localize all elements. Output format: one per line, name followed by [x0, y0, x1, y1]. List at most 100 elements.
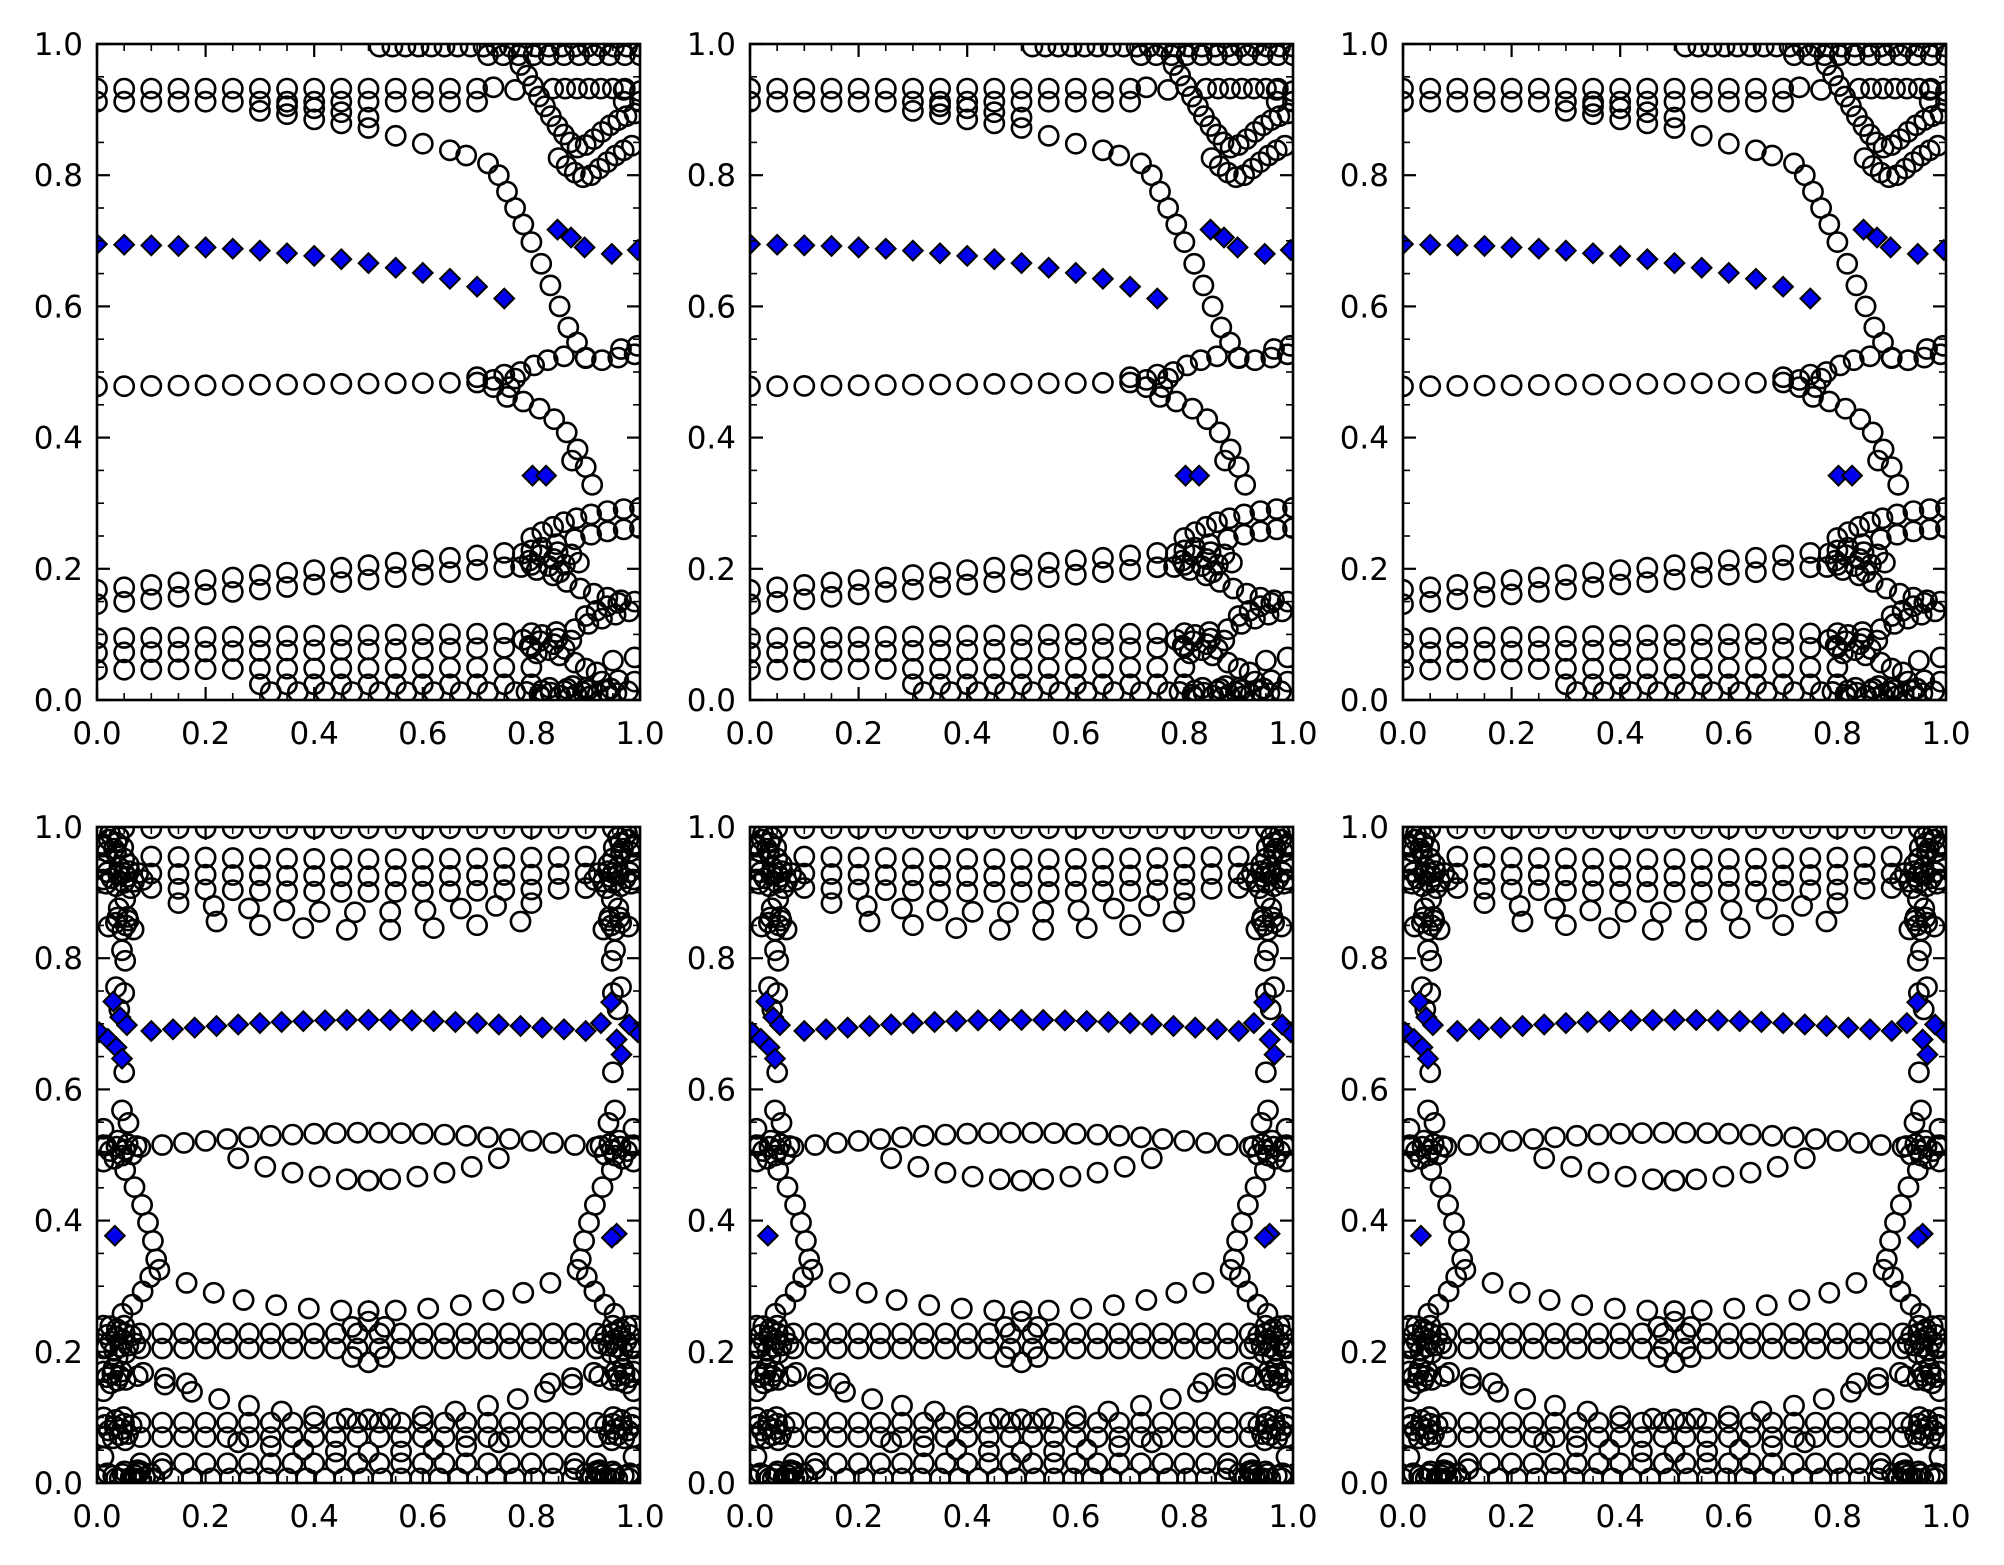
- circle-marker: [194, 1337, 217, 1360]
- circle-marker: [1826, 1322, 1849, 1345]
- circle-marker: [588, 1365, 611, 1388]
- circle-marker: [151, 1426, 174, 1449]
- x-tick-label: 1.0: [1921, 716, 1970, 752]
- circle-marker: [1060, 43, 1083, 58]
- circle-marker: [1448, 1229, 1470, 1252]
- circle-marker: [912, 681, 935, 701]
- circle-marker: [1929, 670, 1947, 693]
- circle-marker: [1086, 1411, 1109, 1434]
- circle-marker: [1244, 670, 1266, 693]
- diamond-marker: [1162, 1014, 1185, 1038]
- circle-marker: [368, 1452, 391, 1475]
- circle-marker: [1582, 373, 1605, 396]
- circle-marker: [1929, 343, 1947, 366]
- circle-marker: [493, 556, 516, 579]
- circle-marker: [597, 853, 620, 876]
- circle-marker: [615, 1315, 638, 1338]
- circle-marker: [1663, 1441, 1686, 1464]
- y-tick-label: 0.4: [1340, 1204, 1389, 1240]
- circle-marker: [276, 103, 298, 126]
- circle-marker: [1766, 1155, 1789, 1178]
- circle-marker: [855, 1281, 878, 1304]
- circle-marker: [390, 1440, 413, 1463]
- circle-marker: [1636, 77, 1659, 100]
- circle-marker: [1875, 577, 1898, 600]
- circle-marker: [826, 1411, 848, 1434]
- circle-marker: [901, 625, 924, 648]
- markers-layer: [1402, 826, 1947, 1484]
- circle-marker: [221, 581, 244, 603]
- circle-marker: [1821, 681, 1844, 701]
- circle-marker: [1554, 847, 1577, 870]
- circle-marker: [793, 626, 816, 649]
- circle-marker: [482, 1289, 505, 1311]
- circle-marker: [1195, 1411, 1218, 1434]
- circle-marker: [248, 373, 271, 396]
- diamond-marker: [226, 1013, 250, 1036]
- circle-marker: [1772, 77, 1795, 100]
- circle-marker: [1848, 564, 1871, 587]
- circle-marker: [1538, 1289, 1561, 1311]
- circle-marker: [1728, 917, 1751, 940]
- circle-marker: [1636, 101, 1659, 124]
- diamond-marker: [1865, 226, 1889, 249]
- circle-marker: [934, 1426, 957, 1449]
- x-tick-label: 0.0: [1378, 716, 1427, 752]
- circle-marker: [113, 627, 136, 649]
- circle-marker: [601, 1314, 624, 1337]
- circle-marker: [1086, 1337, 1109, 1360]
- x-tick-label: 0.6: [398, 1499, 447, 1535]
- circle-marker: [1744, 623, 1767, 646]
- circle-marker: [1173, 1337, 1196, 1360]
- diamond-marker: [487, 1013, 511, 1036]
- circle-marker: [384, 826, 407, 840]
- circle-marker: [1582, 625, 1605, 647]
- circle-marker: [869, 1411, 892, 1434]
- circle-marker: [1500, 90, 1523, 113]
- circle-marker: [1620, 681, 1642, 701]
- circle-marker: [438, 90, 461, 113]
- circle-marker: [1717, 1411, 1740, 1434]
- circle-marker: [357, 638, 380, 661]
- circle-marker: [996, 901, 1019, 924]
- circle-marker: [205, 910, 228, 933]
- circle-marker: [515, 681, 538, 701]
- circle-marker: [1674, 1121, 1697, 1144]
- circle-marker: [281, 1322, 304, 1345]
- circle-marker: [901, 864, 924, 887]
- x-tick-label: 0.2: [834, 1499, 883, 1535]
- circle-marker: [1641, 1168, 1664, 1191]
- circle-marker: [238, 1322, 260, 1345]
- circle-marker: [1636, 865, 1659, 888]
- circle-marker: [1913, 669, 1936, 692]
- circle-marker: [173, 1426, 195, 1449]
- circle-marker: [1783, 44, 1805, 67]
- circle-marker: [1636, 881, 1659, 903]
- x-tick-label: 0.2: [181, 1499, 230, 1535]
- circle-marker: [1021, 1121, 1044, 1144]
- circle-marker: [1473, 626, 1496, 649]
- circle-marker: [1636, 372, 1659, 395]
- circle-marker: [1897, 349, 1919, 372]
- circle-marker: [1419, 576, 1442, 599]
- circle-marker: [563, 651, 586, 674]
- circle-marker: [623, 670, 641, 693]
- circle-marker: [1522, 1411, 1545, 1434]
- circle-marker: [901, 639, 924, 662]
- diamond-marker: [438, 267, 462, 291]
- circle-marker: [1113, 1155, 1136, 1178]
- circle-marker: [1696, 1426, 1719, 1449]
- circle-marker: [1405, 1372, 1428, 1395]
- circle-marker: [1173, 656, 1196, 679]
- circle-marker: [1402, 835, 1421, 858]
- diamond-marker: [465, 1011, 489, 1035]
- circle-marker: [346, 1411, 369, 1434]
- y-tick-label: 0.4: [34, 1204, 83, 1240]
- circle-marker: [563, 1134, 586, 1156]
- circle-marker: [1861, 571, 1884, 593]
- circle-marker: [1685, 1168, 1708, 1191]
- circle-marker: [1772, 656, 1795, 679]
- circle-marker: [303, 1411, 326, 1434]
- circle-marker: [1663, 372, 1686, 395]
- diamond-marker: [1031, 1008, 1055, 1032]
